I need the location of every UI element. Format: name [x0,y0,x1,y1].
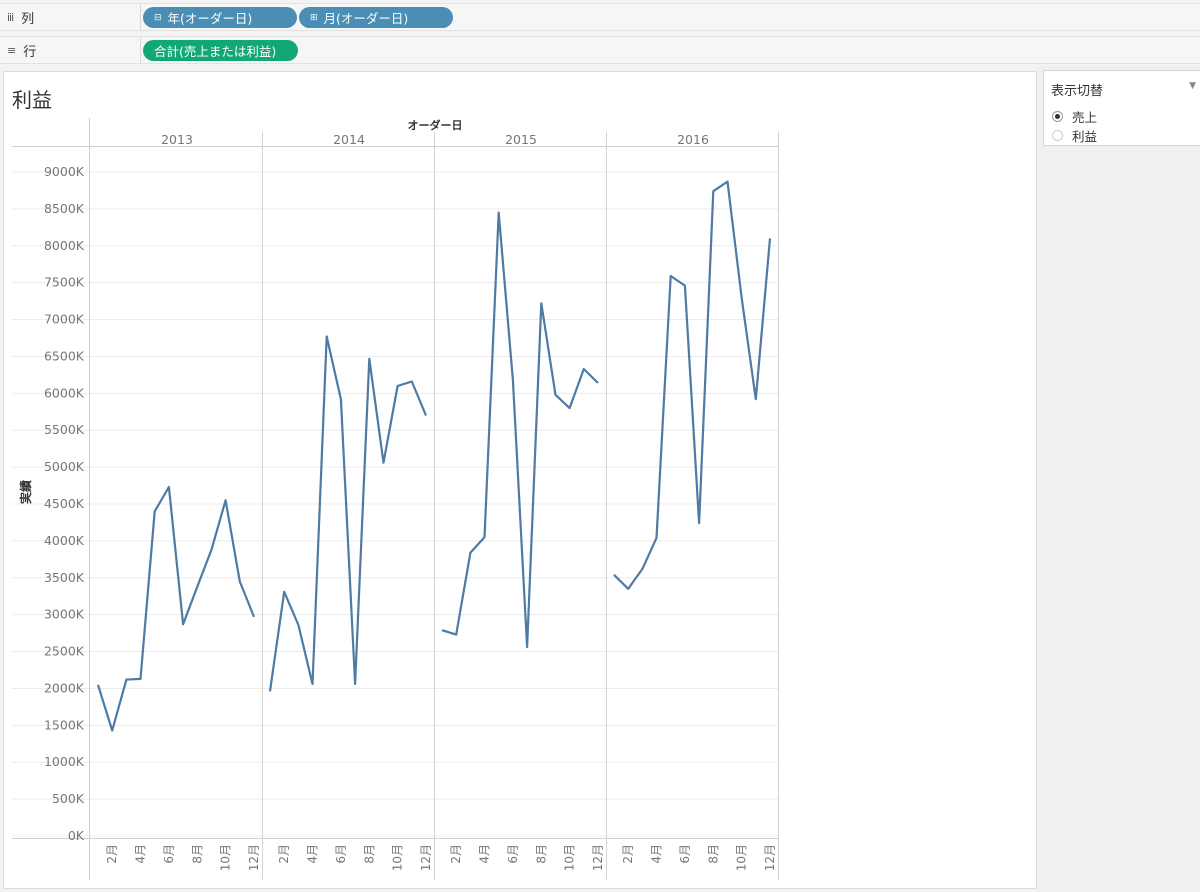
rows-label: 行 [23,44,37,60]
y-tick-label: 500K [52,791,85,806]
y-axis-title: 実績 [18,480,33,504]
parameter-title: 表示切替 [1051,84,1104,99]
x-tick-label: 12月 [763,844,777,871]
x-tick-label: 2月 [621,844,635,864]
rows-shelf: ≡ 行 合計(売上または利益) [0,36,1200,64]
worksheet: 利益 オーダー日 2013 2014 2015 2016 0K 500K 1000K 1500K… [3,71,1037,889]
columns-shelf: iii 列 ⊟ 年(オーダー日) ⊞ 月(オーダー日) [0,3,1200,31]
x-tick-label: 8月 [362,844,376,864]
x-tick-label: 8月 [190,844,204,864]
y-tick-label: 7500K [44,275,85,290]
y-tick-label: 0K [68,828,85,843]
columns-label: 列 [21,11,35,27]
year-header: 2014 [333,132,365,147]
column-header: オーダー日 [408,118,463,132]
pill-label: 合計(売上または利益) [154,44,277,59]
x-tick-label: 2月 [277,844,291,864]
x-tick-label: 4月 [478,844,492,864]
x-tick-label: 6月 [162,844,176,864]
x-tick-label: 4月 [650,844,664,864]
radio-option-label: 売上 [1072,110,1098,125]
x-tick-label: 6月 [506,844,520,864]
x-tick-label: 8月 [706,844,720,864]
collapse-icon[interactable]: ⊟ [154,12,162,23]
y-tick-label: 1500K [44,717,85,732]
y-tick-label: 4000K [44,533,85,548]
rows-icon: ≡ [7,43,16,57]
parameter-control: 表示切替 ▼ 売上 利益 [1043,70,1200,146]
x-tick-label: 12月 [419,844,433,871]
y-tick-label: 5500K [44,422,85,437]
radio-option-profit[interactable]: 利益 [1052,126,1097,145]
year-order-date-pill[interactable]: ⊟ 年(オーダー日) [143,7,297,28]
x-tick-label: 10月 [563,844,577,871]
x-tick-label: 12月 [247,844,261,871]
y-tick-label: 9000K [44,164,85,179]
dropdown-caret-icon[interactable]: ▼ [1189,81,1196,91]
y-tick-label: 2000K [44,680,85,695]
x-tick-label: 4月 [134,844,148,864]
radio-option-sales[interactable]: 売上 [1052,107,1097,126]
y-tick-label: 6500K [44,348,85,363]
pill-label: 年(オーダー日) [167,11,253,26]
y-tick-label: 7000K [44,312,85,327]
year-header: 2013 [161,132,193,147]
y-tick-label: 8000K [44,238,85,253]
y-tick-label: 1000K [44,754,85,769]
line-chart: オーダー日 2013 2014 2015 2016 0K 500K 1000K 1500K 200… [12,118,779,880]
y-tick-label: 4500K [44,496,85,511]
y-tick-label: 3500K [44,570,85,585]
series-line-2015 [441,211,599,649]
sheet-title: 利益 [12,88,52,112]
radio-selected-icon[interactable] [1052,111,1063,122]
x-tick-label: 10月 [735,844,749,871]
y-tick-label: 5000K [44,459,85,474]
rows-shelf-label: ≡ 行 [0,37,141,63]
x-tick-label: 2月 [105,844,119,864]
series-line-2014 [268,335,428,692]
sum-sales-or-profit-pill[interactable]: 合計(売上または利益) [143,40,298,61]
x-tick-label: 6月 [678,844,692,864]
x-tick-label: 2月 [449,844,463,864]
x-tick-label: 12月 [591,844,605,871]
month-order-date-pill[interactable]: ⊞ 月(オーダー日) [299,7,453,28]
y-tick-label: 6000K [44,385,85,400]
radio-option-label: 利益 [1072,129,1098,144]
y-tick-label: 2500K [44,644,85,659]
x-tick-label: 10月 [391,844,405,871]
series-line-2016 [613,180,772,590]
x-tick-label: 6月 [334,844,348,864]
x-tick-label: 10月 [219,844,233,871]
expand-icon[interactable]: ⊞ [310,12,318,23]
x-tick-label: 4月 [306,844,320,864]
x-tick-label: 8月 [534,844,548,864]
columns-icon: iii [7,10,14,24]
radio-unselected-icon[interactable] [1052,130,1063,141]
y-tick-label: 8500K [44,201,85,216]
y-tick-label: 3000K [44,607,85,622]
right-panel [1037,66,1200,892]
columns-shelf-label: iii 列 [0,4,141,30]
series-line-2013 [96,485,256,732]
year-header: 2016 [677,132,709,147]
year-header: 2015 [505,132,537,147]
pill-label: 月(オーダー日) [323,11,409,26]
